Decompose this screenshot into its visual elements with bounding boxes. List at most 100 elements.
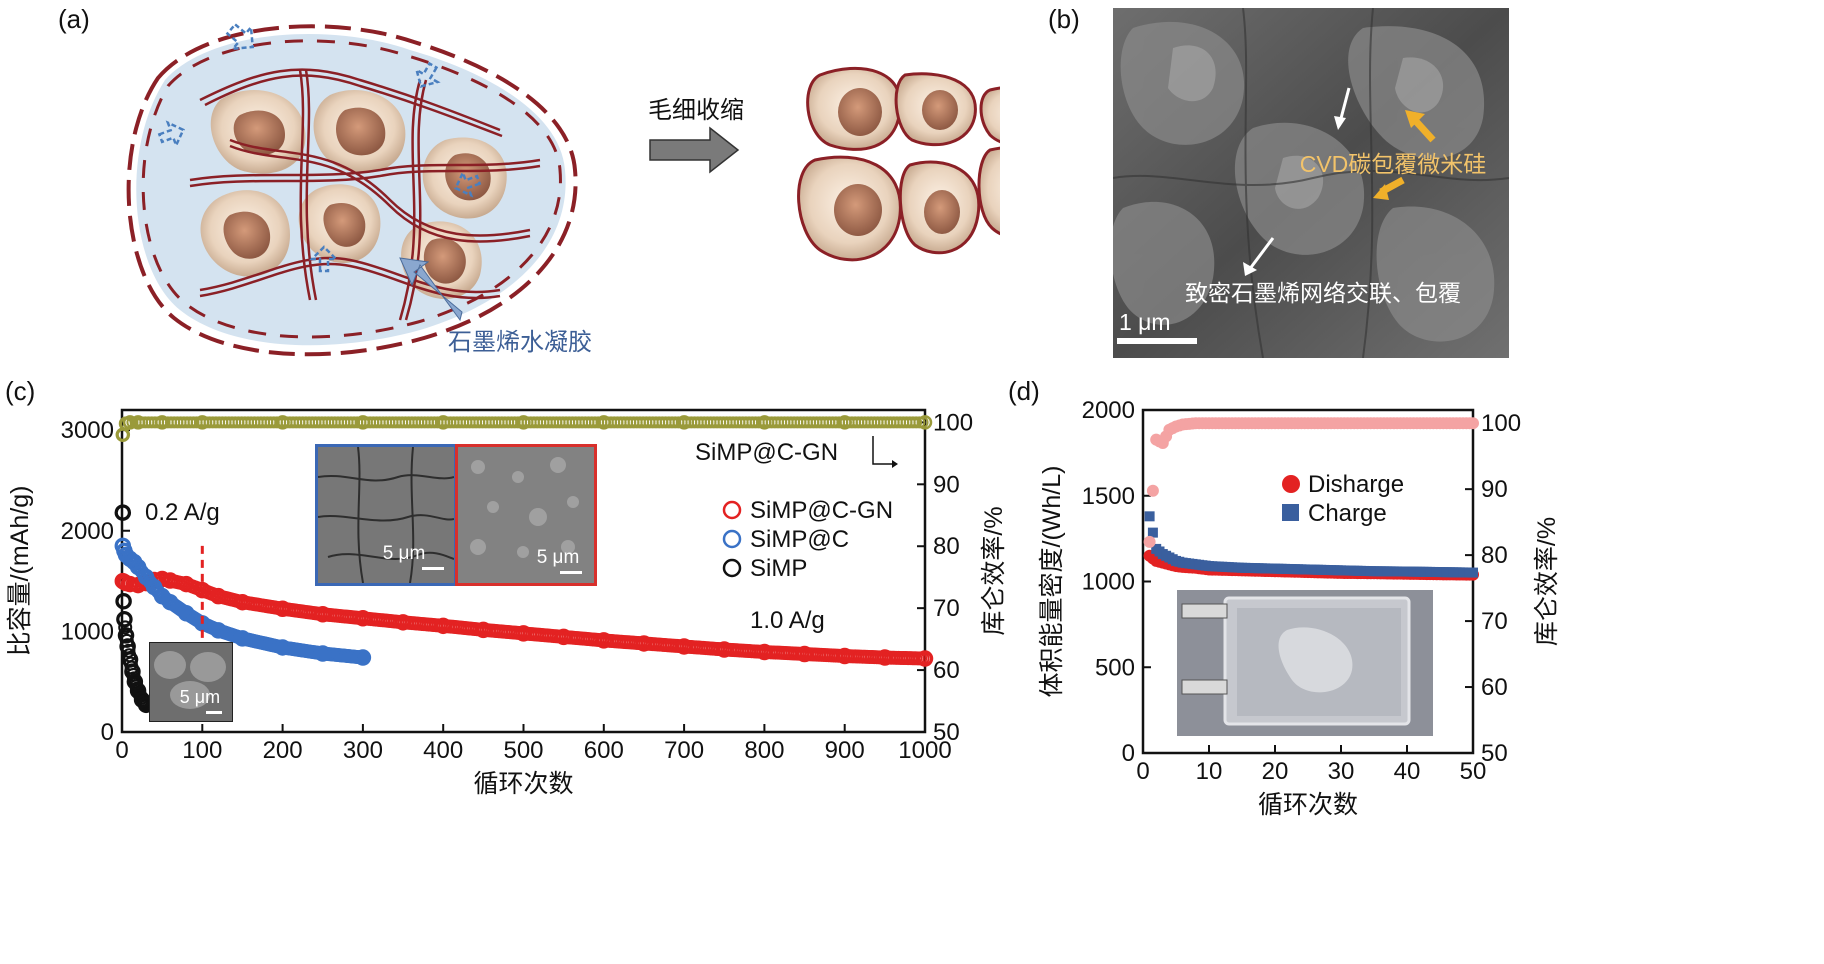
y2-tick-label: 80 [1481,542,1508,569]
x-tick-label: 0 [1136,758,1149,785]
data-point-key [635,635,653,652]
annotation-ce-arrow [872,436,892,465]
x-tick-label: 300 [343,737,383,764]
data-point-key [355,415,371,430]
panel-label-a: (a) [58,4,90,34]
data-point [118,620,133,635]
y-tick-label: 2000 [61,518,114,545]
inset-sem-black: 5 μm [149,642,233,722]
y-tick-label: 0 [101,719,114,746]
x-tick-label: 700 [664,737,704,764]
data-point [1147,527,1158,538]
panel-label-d: (d) [1008,376,1040,406]
data-point [1143,535,1156,548]
data-point-key [876,649,894,666]
data-point-key [121,575,139,593]
y2-axis-label: 库仑效率/% [1533,517,1561,646]
x-tick-label: 500 [503,737,543,764]
data-point-key [177,605,195,622]
data-point-key [129,682,147,699]
y-tick-label: 1500 [1082,483,1135,510]
series-simp-c [114,537,372,666]
data-point-key [121,651,139,668]
yellow-arrow-2 [1373,176,1405,200]
sem-texture [1113,8,1509,358]
data-point [1468,567,1478,578]
y-axis-label: 体积能量密度/(Wh/L) [1038,466,1066,698]
x-tick-label: 0 [115,737,128,764]
data-point-key [130,415,146,430]
data-point-key [194,581,211,599]
series-ce [1143,417,1479,548]
data-point-key [195,415,210,430]
data-point-key [116,611,133,628]
inset-red-scale-label: 5 μm [537,547,580,568]
y2-tick-label: 100 [933,409,973,436]
data-point-key [354,610,372,627]
annotation-rate-1-0: 1.0 A/g [750,607,825,634]
data-point-key [837,415,852,430]
data-point-key [434,617,452,635]
legend-label: SiMP [750,555,807,582]
x-tick-label: 100 [182,737,222,764]
data-point-key [716,641,733,658]
chart-c: 0 100 200 300 400 500 600 700 800 900 1000 0 1000 200… [6,408,1008,798]
legend-marker [722,558,742,578]
pouch-cell-photo [1177,590,1433,736]
data-point-key [836,647,853,665]
data-point-key [314,606,331,623]
sem-label-bottom: 致密石墨烯网络交联、包覆 [1185,280,1461,306]
series-charge [1144,511,1478,578]
x-tick-label: 200 [263,737,303,764]
y-tick-label: 500 [1095,654,1135,681]
x-tick-label: 800 [744,737,784,764]
series-simp-c-gn [114,570,934,667]
data-point-key [756,643,773,661]
data-point-key [916,650,934,667]
data-point-key [124,663,141,680]
legend-marker [722,500,742,520]
legend-label: Disharge [1308,471,1404,498]
annotation-ce-series: SiMP@C-GN [695,439,838,466]
legend-label: SiMP@C-GN [750,497,893,524]
inset-blue-scale-label: 5 μm [383,543,426,564]
y-tick-label: 3000 [61,417,114,444]
data-point-key [275,415,290,430]
data-point-key [122,415,138,430]
x-tick-label: 30 [1328,758,1355,785]
data-point-key [435,415,451,430]
y2-tick-label: 70 [1481,608,1508,635]
data-point-key [161,572,179,589]
data-point-key [917,415,933,430]
data-point-key [161,593,179,611]
y2-tick-label: 90 [1481,476,1508,503]
y2-tick-label: 50 [933,719,960,746]
y2-tick-label: 100 [1481,410,1521,437]
annotation-ce-arrowhead [892,460,898,468]
data-point-key [234,630,251,647]
data-point-key [757,415,772,430]
hydrogel-label: 石墨烯水凝胶 [448,329,592,356]
data-point-key [137,568,155,586]
legend-label: Charge [1308,500,1387,527]
y-tick-label: 0 [1122,740,1135,767]
sem-image-b: CVD碳包覆微米硅 致密石墨烯网络交联、包覆 1 μm [1113,8,1509,358]
inset-black-scale-label: 5 μm [180,687,220,707]
data-point-key [475,621,492,639]
legend-label: SiMP@C [750,526,849,553]
data-point-key [555,628,572,646]
data-point-key [676,415,692,430]
process-label: 毛细收缩 [648,97,744,124]
x-tick-label: 10 [1196,758,1223,785]
schematic-a: 毛细收缩 石墨烯水凝胶 [126,22,1000,357]
data-point-key [515,625,532,642]
data-point-key [177,575,195,593]
data-point-key [595,632,613,649]
inset-sem-blue: 5 μm [315,444,457,586]
x-axis-label: 循环次数 [473,770,573,798]
y2-tick-label: 80 [933,533,960,560]
data-point-key [516,415,531,430]
legend-marker [1282,475,1300,493]
series-ce [115,415,933,443]
y2-tick-label: 60 [1481,674,1508,701]
